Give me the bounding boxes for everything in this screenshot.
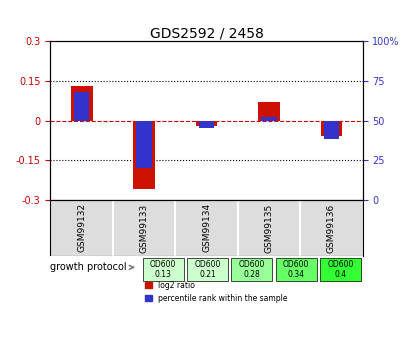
Text: GSM99134: GSM99134 xyxy=(202,203,211,253)
Text: OD600
0.28: OD600 0.28 xyxy=(239,260,265,279)
Bar xyxy=(262,117,276,120)
Text: OD600
0.21: OD600 0.21 xyxy=(194,260,221,279)
Bar xyxy=(71,86,93,120)
Bar xyxy=(199,120,214,128)
Title: GDS2592 / 2458: GDS2592 / 2458 xyxy=(150,26,264,40)
Legend: log2 ratio, percentile rank within the sample: log2 ratio, percentile rank within the s… xyxy=(141,278,291,306)
Bar xyxy=(320,120,343,136)
FancyBboxPatch shape xyxy=(276,258,317,280)
Bar xyxy=(258,102,280,120)
Text: GSM99133: GSM99133 xyxy=(139,203,149,253)
Text: GSM99132: GSM99132 xyxy=(77,203,86,253)
Bar xyxy=(74,92,89,120)
Text: GSM99135: GSM99135 xyxy=(264,203,274,253)
Text: OD600
0.4: OD600 0.4 xyxy=(327,260,354,279)
Text: OD600
0.13: OD600 0.13 xyxy=(150,260,176,279)
Text: GSM99136: GSM99136 xyxy=(327,203,336,253)
FancyBboxPatch shape xyxy=(231,258,272,280)
Bar xyxy=(324,120,339,139)
Bar xyxy=(195,120,218,126)
Bar xyxy=(137,120,152,168)
FancyBboxPatch shape xyxy=(187,258,228,280)
FancyBboxPatch shape xyxy=(320,258,361,280)
Bar xyxy=(133,120,155,189)
Text: growth protocol: growth protocol xyxy=(50,262,133,272)
Text: OD600
0.34: OD600 0.34 xyxy=(283,260,310,279)
FancyBboxPatch shape xyxy=(143,258,184,280)
